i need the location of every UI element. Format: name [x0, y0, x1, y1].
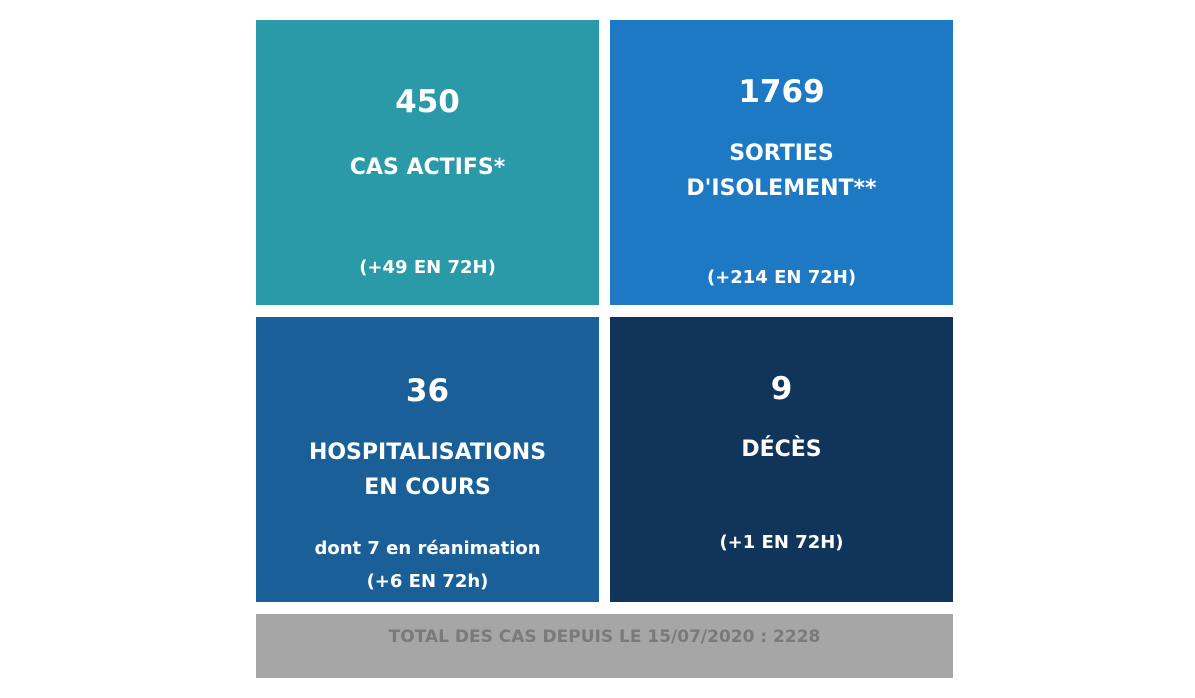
isolation-exits-change: (+214 EN 72H) [706, 267, 857, 288]
active-cases-label: CAS ACTIFS* [349, 155, 506, 180]
isolation-exits-label: SORTIES D'ISOLEMENT** [686, 141, 877, 201]
active-cases-change: (+49 EN 72H) [359, 257, 496, 278]
hospitalisations-icu-note: dont 7 en réanimation [314, 538, 541, 559]
tile-deaths: 9 DÉCÈS (+1 EN 72H) [610, 317, 953, 602]
active-cases-value: 450 [395, 84, 460, 120]
total-cases-bar: TOTAL DES CAS DEPUIS LE 15/07/2020 : 222… [256, 614, 953, 678]
deaths-value: 9 [770, 371, 793, 407]
hospitalisations-change: (+6 EN 72h) [366, 571, 489, 592]
tile-active-cases: 450 CAS ACTIFS* (+49 EN 72H) [256, 20, 599, 305]
hospitalisations-value: 36 [405, 373, 450, 409]
isolation-exits-value: 1769 [738, 74, 825, 110]
tile-hospitalisations: 36 HOSPITALISATIONS EN COURS dont 7 en r… [256, 317, 599, 602]
tile-isolation-exits: 1769 SORTIES D'ISOLEMENT** (+214 EN 72H) [610, 20, 953, 305]
hospitalisations-label: HOSPITALISATIONS EN COURS [308, 440, 547, 500]
deaths-label: DÉCÈS [741, 437, 822, 462]
deaths-change: (+1 EN 72H) [719, 532, 844, 553]
